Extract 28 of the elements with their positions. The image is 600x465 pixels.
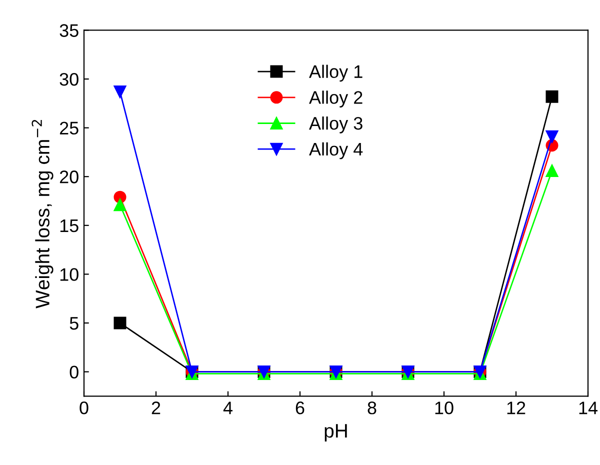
legend-label: Alloy 4 <box>309 142 363 160</box>
y-axis-title: Weight loss, mg cm$^{−2}$ <box>32 120 54 308</box>
y-tick-label: 35 <box>60 24 78 37</box>
y-tick-label: 20 <box>60 170 78 184</box>
y-tick-label: 5 <box>70 317 78 330</box>
legend-label: Alloy 3 <box>309 116 362 134</box>
x-tick-label: 12 <box>507 402 526 414</box>
point <box>114 198 126 212</box>
point <box>114 85 126 98</box>
x-axis-title: pH <box>324 424 347 442</box>
x-tick-label: 0 <box>80 402 88 414</box>
y-tick-label: 0 <box>70 366 78 379</box>
x-tick-label: 4 <box>223 402 232 414</box>
x-tick-label: 8 <box>368 402 376 414</box>
point <box>546 90 558 103</box>
legend-label: Alloy 1 <box>309 64 362 82</box>
y-tick-label: 15 <box>60 220 78 232</box>
x-tick-label: 2 <box>152 402 160 414</box>
point <box>114 316 126 330</box>
y-tick-label: 30 <box>60 72 78 86</box>
x-tick-label: 6 <box>296 402 304 414</box>
legend-label: Alloy 2 <box>309 90 362 108</box>
point <box>546 130 558 143</box>
point <box>546 164 558 177</box>
y-tick-label: 25 <box>60 122 78 135</box>
x-tick-label: 10 <box>435 402 454 414</box>
y-tick-label: 10 <box>60 268 78 281</box>
x-tick-label: 14 <box>579 402 598 414</box>
